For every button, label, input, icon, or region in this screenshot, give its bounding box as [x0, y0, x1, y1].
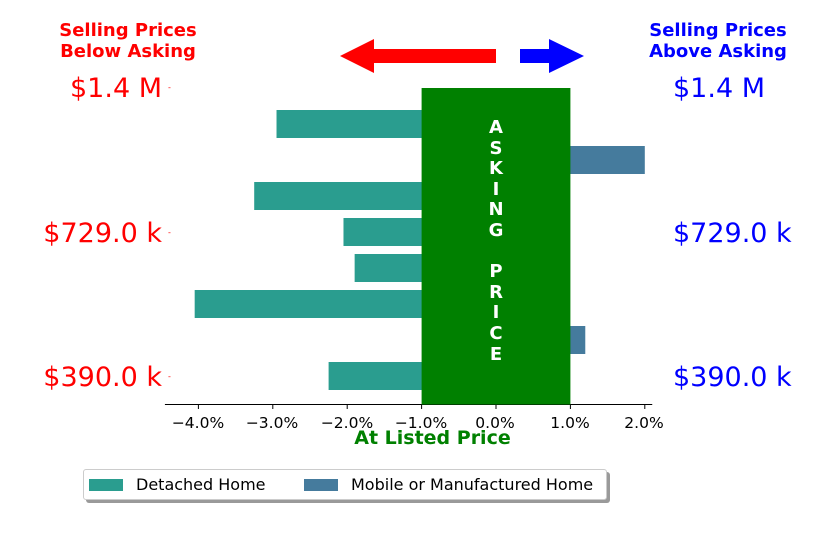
asking-band-letter: I	[492, 302, 500, 324]
left-arrow-icon	[340, 39, 496, 73]
x-tick-label: −3.0%	[245, 414, 299, 432]
asking-band-letter: N	[488, 199, 504, 221]
right-arrow-icon	[520, 39, 584, 73]
left-price-tick-middle: -	[168, 228, 171, 237]
asking-band-letter: S	[489, 137, 503, 159]
x-tick-label: 1.0%	[550, 414, 590, 432]
below-asking-header: Selling Prices Below Asking	[28, 20, 228, 62]
legend-label-mobile-home: Mobile or Manufactured Home	[351, 475, 594, 494]
below-asking-header-line2: Below Asking	[60, 41, 196, 62]
right-price-label-middle: $729.0 k	[673, 218, 792, 249]
right-price-label-bottom: $390.0 k	[673, 362, 792, 393]
legend-swatch-detached-home	[89, 479, 123, 491]
above-asking-header-line1: Selling Prices	[649, 20, 787, 41]
legend-label-detached-home: Detached Home	[136, 475, 266, 494]
asking-band-letter: P	[489, 261, 503, 283]
asking-price-band	[421, 88, 571, 405]
right-price-label-top: $1.4 M	[673, 73, 765, 104]
left-price-label-middle: $729.0 k	[43, 218, 162, 249]
asking-band-letter: G	[488, 219, 504, 241]
asking-band-letter	[486, 242, 506, 263]
x-tick-label: 2.0%	[624, 414, 664, 432]
left-price-tick-bottom: -	[168, 372, 171, 381]
x-tick-label: −4.0%	[171, 414, 225, 432]
above-asking-header: Selling Prices Above Asking	[618, 20, 818, 62]
left-price-label-bottom: $390.0 k	[43, 362, 162, 393]
legend: Detached Home Mobile or Manufactured Hom…	[83, 469, 607, 500]
above-asking-header-line2: Above Asking	[649, 41, 787, 62]
left-price-label-top: $1.4 M	[70, 73, 162, 104]
asking-band-letter: C	[489, 322, 503, 344]
left-price-tick-top: -	[168, 83, 171, 92]
asking-band-letter: A	[489, 117, 503, 138]
x-tick-label: −1.0%	[394, 414, 448, 432]
asking-band-letter: R	[489, 281, 503, 303]
asking-band-letter: K	[489, 158, 503, 180]
legend-swatch-mobile-home	[304, 479, 338, 491]
below-asking-header-line1: Selling Prices	[59, 20, 197, 41]
asking-band-letter: I	[492, 178, 500, 200]
x-tick-label: −2.0%	[320, 414, 374, 432]
x-tick-label: 0.0%	[475, 414, 515, 432]
asking-band-letter: E	[489, 343, 503, 365]
x-axis-label: At Listed Price	[354, 427, 511, 449]
